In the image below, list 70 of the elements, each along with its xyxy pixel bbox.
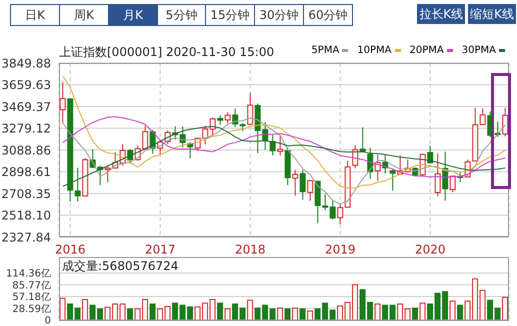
x-tick-label: 2020: [414, 242, 446, 257]
y-tick-label: 3279.12: [1, 122, 51, 136]
text: 5分钟: [157, 5, 205, 25]
y-tick-label: 2708.35: [1, 186, 51, 201]
y-tick-label: 2518.10: [1, 208, 51, 223]
y-tick-label: 57.18亿: [12, 292, 51, 304]
y-tick-label: 0: [44, 316, 51, 326]
bar: [224, 308, 231, 320]
candlestick: [390, 168, 396, 192]
legend-label: 5PMA: [311, 45, 340, 56]
bar: [60, 298, 66, 320]
bar: [82, 298, 88, 320]
line-series: [62, 75, 506, 188]
chart-title: 上证指数[000001] 2020-11-30 15:00: [59, 44, 274, 61]
candlestick: [74, 167, 81, 202]
legend-label: 10PMA: [357, 45, 392, 56]
candlestick: [360, 126, 366, 153]
candlestick: [60, 81, 66, 124]
candlestick: [247, 92, 254, 126]
bar: [374, 303, 381, 320]
candlestick: [277, 134, 284, 156]
bar: [412, 308, 418, 320]
candlestick: [217, 114, 224, 126]
bar: [307, 310, 314, 320]
bar: [450, 300, 456, 320]
y-tick-label: 3088.86: [1, 143, 51, 158]
x-tick-label: 2016: [54, 242, 86, 257]
candlestick: [300, 169, 306, 200]
bar: [502, 296, 508, 320]
text: 缩短K线: [468, 4, 516, 24]
candlestick: [292, 169, 298, 196]
bar: [300, 308, 306, 320]
x-tick-label: 2017: [144, 242, 176, 257]
x-tick-label: 2019: [324, 242, 356, 257]
legend-label: 20PMA: [410, 45, 444, 56]
y-tick-label: 3659.63: [1, 78, 51, 92]
bar: [217, 302, 224, 320]
text: 30分钟: [254, 5, 303, 25]
bar: [420, 302, 426, 320]
bar: [247, 300, 254, 320]
legend-label: 30PMA: [462, 45, 496, 56]
text: 拉长K线: [417, 4, 466, 24]
candlestick: [224, 112, 231, 124]
y-tick-label: 85.77亿: [12, 280, 51, 292]
y-tick-label: 3849.88: [1, 56, 51, 70]
text: 日K: [11, 5, 59, 25]
bar: [127, 308, 134, 320]
y-tick-label: 2898.61: [1, 165, 51, 180]
candlestick: [450, 175, 456, 193]
bar: [150, 303, 156, 320]
y-tick-label: 28.59亿: [12, 304, 51, 315]
text: 60分钟: [303, 5, 352, 25]
text: 月K: [108, 5, 157, 25]
bar: [277, 308, 284, 320]
candlestick: [502, 107, 508, 137]
candlestick: [104, 166, 111, 183]
candlestick: [307, 179, 314, 202]
bar: [457, 304, 464, 320]
bar: [284, 308, 291, 320]
y-tick-label: 3469.37: [1, 100, 51, 114]
y-tick-label: 2327.84: [1, 230, 51, 244]
y-tick-label: 114.36亿: [6, 268, 51, 280]
candlestick: [434, 153, 441, 197]
text: 周K: [59, 5, 108, 25]
bar: [292, 308, 298, 320]
chart-title: 成交量:5680576724: [62, 258, 178, 275]
text: 15分钟: [205, 5, 254, 25]
candlestick: [270, 134, 276, 156]
candlestick: [427, 145, 434, 164]
x-tick-label: 2018: [234, 242, 266, 257]
